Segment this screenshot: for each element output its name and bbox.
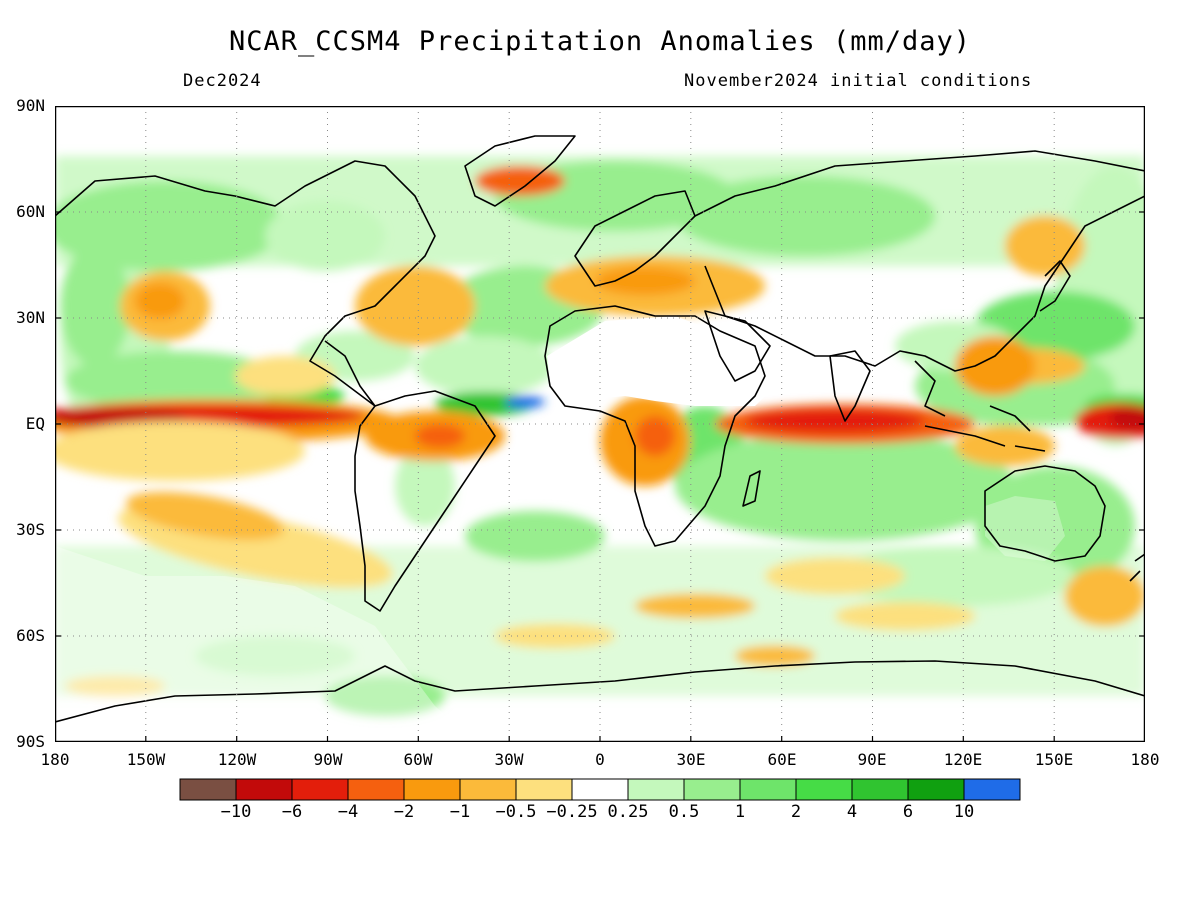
initial-conditions-label: November2024 initial conditions <box>684 71 1033 91</box>
lat-label: 30N <box>16 308 45 327</box>
colorbar-label: 10 <box>953 802 975 822</box>
colorbar-swatch <box>739 778 797 801</box>
colorbar-label: −1 <box>449 802 471 822</box>
colorbar-label: 2 <box>790 802 802 822</box>
colorbar-label: −10 <box>220 802 252 822</box>
colorbar-label: 0.5 <box>668 802 700 822</box>
colorbar-label: −2 <box>393 802 415 822</box>
colorbar-swatch <box>459 778 517 801</box>
lon-label: 150E <box>1034 750 1074 769</box>
lon-label: 0 <box>595 750 605 769</box>
lat-label: 90S <box>16 732 45 751</box>
colorbar-swatch <box>515 778 573 801</box>
lat-label: 60N <box>16 202 45 221</box>
colorbar-swatch <box>291 778 349 801</box>
colorbar-swatch <box>683 778 741 801</box>
colorbar-label: 1 <box>734 802 746 822</box>
colorbar-label: 4 <box>846 802 858 822</box>
lon-label: 90W <box>313 750 343 769</box>
coastlines <box>55 135 1145 723</box>
land-masks <box>55 316 1065 742</box>
colorbar-swatch <box>851 778 909 801</box>
lon-label: 30W <box>494 750 524 769</box>
colorbar-label: −0.25 <box>546 802 598 822</box>
colorbar-label: −4 <box>337 802 359 822</box>
colorbar-label: 0.25 <box>607 802 649 822</box>
lon-label: 30E <box>676 750 706 769</box>
precipitation-anomaly-map <box>55 106 1145 742</box>
valid-month-label: Dec2024 <box>183 71 262 91</box>
lon-label: 120W <box>217 750 257 769</box>
lat-label: 30S <box>16 520 45 539</box>
colorbar-swatch <box>403 778 461 801</box>
colorbar-swatch <box>347 778 405 801</box>
colorbar-swatch <box>795 778 853 801</box>
lat-label: EQ <box>25 414 45 433</box>
lon-label: 180 <box>40 750 70 769</box>
graticule <box>55 106 1145 742</box>
colorbar-swatch <box>963 778 1021 801</box>
lon-label: 60W <box>403 750 433 769</box>
colorbar-label: −6 <box>281 802 303 822</box>
lat-label: 90N <box>16 96 45 115</box>
lon-label: 120E <box>943 750 983 769</box>
axis-ticks <box>55 106 1145 742</box>
lon-label: 150W <box>126 750 166 769</box>
colorbar <box>179 778 1021 801</box>
colorbar-swatch <box>907 778 965 801</box>
lon-label: 90E <box>857 750 887 769</box>
colorbar-swatch <box>235 778 293 801</box>
lon-label: 180 <box>1130 750 1160 769</box>
map-title: NCAR_CCSM4 Precipitation Anomalies (mm/d… <box>229 26 971 57</box>
colorbar-swatch <box>627 778 685 801</box>
colorbar-swatch <box>179 778 237 801</box>
colorbar-label: 6 <box>902 802 914 822</box>
colorbar-label: −0.5 <box>495 802 537 822</box>
colorbar-swatch <box>571 778 629 801</box>
lon-label: 60E <box>767 750 797 769</box>
lat-label: 60S <box>16 626 45 645</box>
